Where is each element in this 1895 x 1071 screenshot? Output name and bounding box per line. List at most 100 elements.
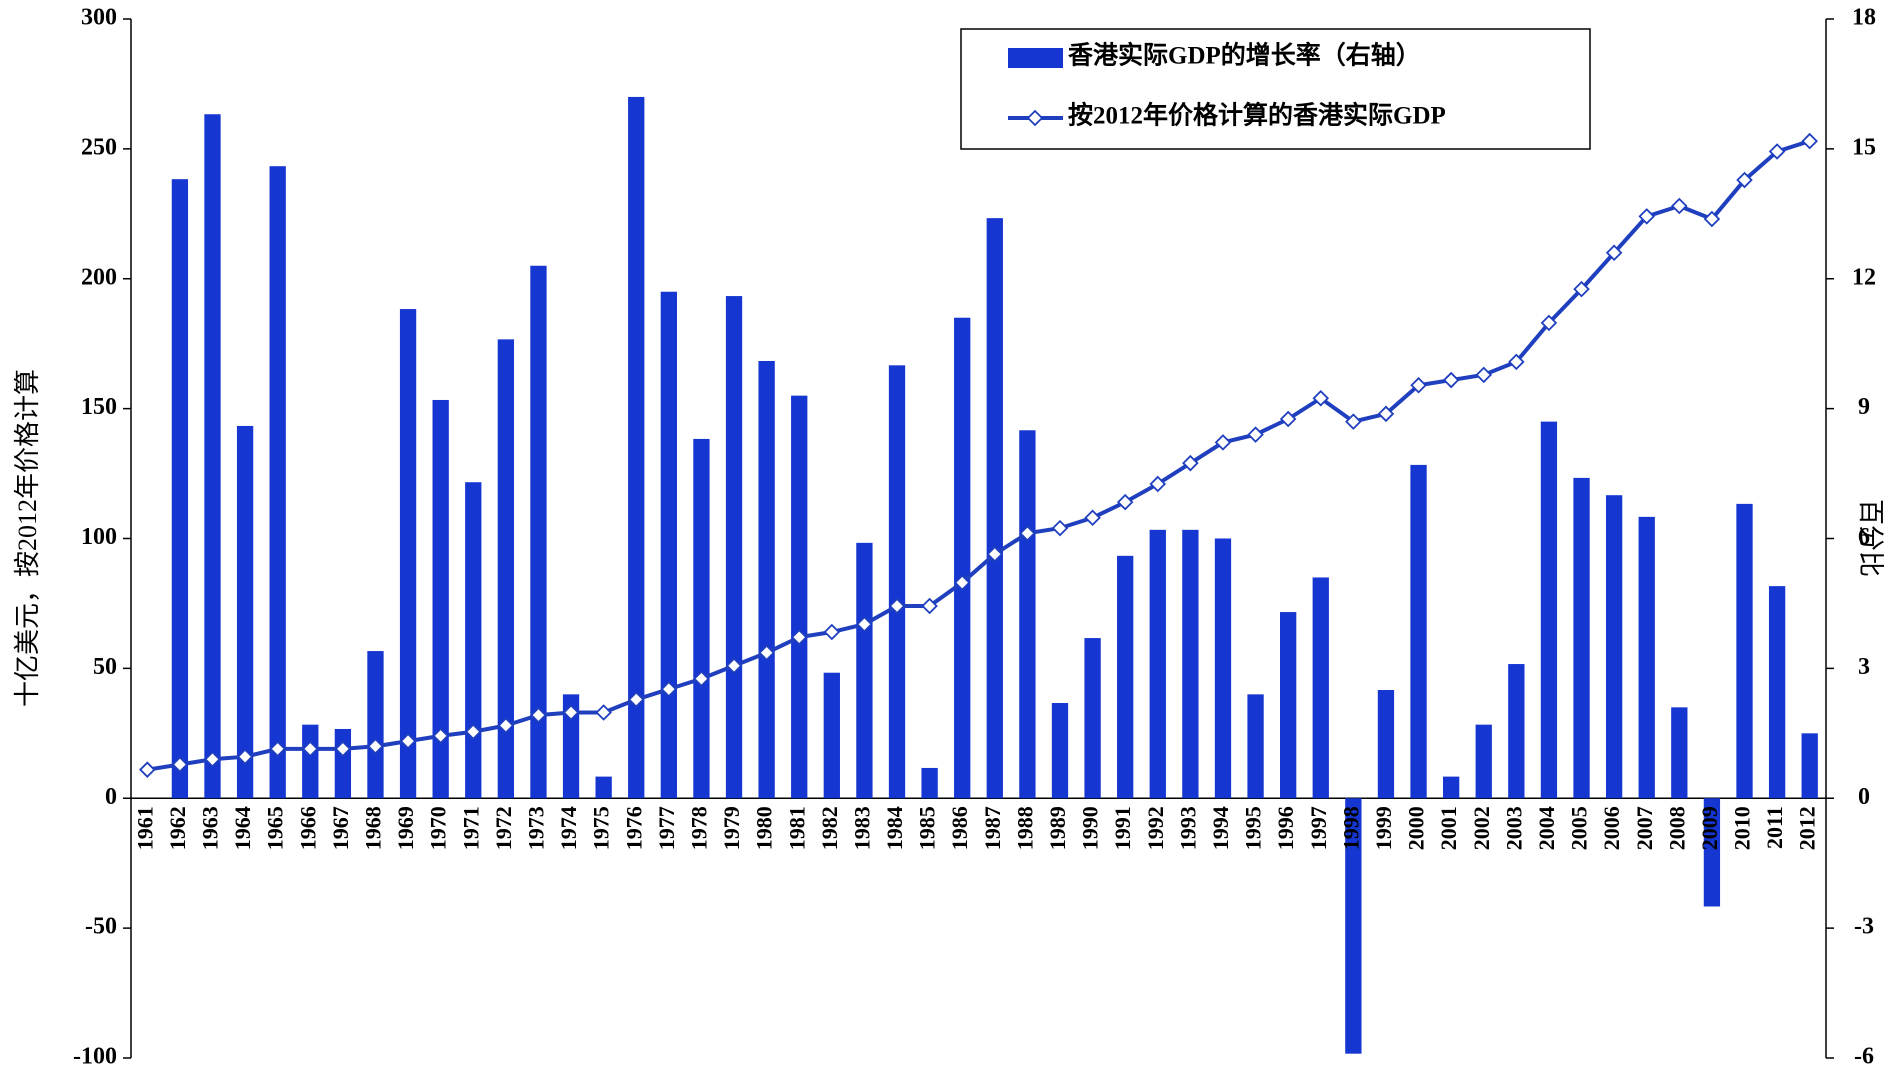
x-tick-label: 1993 [1175, 806, 1200, 850]
x-tick-label: 1990 [1078, 806, 1103, 850]
x-tick-label: 1963 [198, 806, 223, 850]
bar [888, 365, 906, 799]
y2-tick-label: 0 [1858, 784, 1870, 810]
x-tick-label: 1971 [458, 806, 483, 850]
x-tick-label: 1978 [686, 806, 711, 850]
bar [1475, 724, 1492, 799]
bar [986, 218, 1003, 799]
y2-axis-label: 百分比 [1856, 499, 1885, 577]
x-tick-label: 1982 [817, 806, 842, 850]
bar [1442, 776, 1460, 799]
point [1345, 413, 1362, 430]
bar [1703, 798, 1721, 907]
x-tick-label: 1992 [1143, 806, 1168, 850]
point [856, 615, 873, 633]
point [1051, 519, 1069, 537]
bar [171, 179, 189, 799]
y-tick-label: 250 [81, 134, 117, 160]
x-tick-label: 1966 [295, 806, 320, 850]
y-tick-label: -100 [73, 1044, 117, 1070]
bar [1508, 664, 1525, 799]
x-tick-label: 1977 [654, 806, 679, 850]
y-tick-label: 0 [105, 784, 117, 810]
point [1116, 493, 1134, 511]
x-tick-label: 1972 [491, 806, 516, 850]
point [1703, 210, 1721, 228]
x-tick-label: 1969 [393, 806, 418, 850]
point [171, 756, 189, 773]
bar [1671, 707, 1688, 799]
x-tick-label: 2011 [1762, 806, 1787, 849]
bar [269, 166, 286, 799]
x-tick-label: 1991 [1110, 806, 1135, 850]
legend-swatch [1008, 48, 1063, 68]
point [953, 574, 971, 591]
point [1377, 405, 1395, 423]
x-tick-label: 1987 [980, 806, 1005, 850]
x-tick-label: 2006 [1599, 806, 1624, 850]
bar [660, 291, 677, 799]
bar [530, 265, 547, 799]
point [269, 740, 286, 758]
y-tick-label: 50 [93, 654, 117, 680]
point [888, 597, 906, 615]
point [986, 545, 1004, 563]
x-tick-label: 2001 [1436, 806, 1461, 850]
y2-tick-label: -6 [1854, 1044, 1874, 1070]
y2-tick-label: 12 [1852, 264, 1876, 290]
point [1573, 280, 1590, 298]
x-tick-label: 1968 [361, 806, 386, 850]
x-tick-label: 1986 [947, 806, 972, 850]
bar [432, 399, 449, 799]
bar [1247, 694, 1264, 799]
x-tick-label: 1973 [523, 806, 548, 850]
bar [1051, 703, 1069, 799]
bar [1117, 555, 1134, 799]
bar [367, 651, 384, 799]
point [497, 717, 515, 734]
x-tick-label: 1965 [263, 806, 288, 850]
bar [921, 767, 938, 799]
line [146, 139, 1811, 772]
bar [791, 395, 808, 799]
y-tick-label: 200 [81, 264, 117, 290]
y-axis-label: 十亿美元，按2012年价格计算 [13, 369, 42, 707]
bar [1084, 638, 1101, 799]
bar [236, 425, 254, 799]
x-tick-label: 1961 [132, 806, 157, 850]
x-tick-label: 1989 [1045, 806, 1070, 850]
x-tick-label: 1988 [1012, 806, 1037, 850]
x-tick-label: 1995 [1241, 806, 1266, 850]
point [302, 740, 319, 758]
x-tick-label: 1994 [1208, 806, 1233, 850]
x-tick-label: 1967 [328, 806, 353, 850]
point [1638, 208, 1655, 225]
point [334, 740, 352, 758]
point [399, 732, 417, 750]
bar [562, 694, 580, 799]
x-tick-label: 1976 [621, 806, 646, 850]
bar [693, 438, 710, 799]
x-tick-label: 1970 [426, 806, 451, 850]
bar [399, 309, 417, 799]
point [432, 727, 449, 745]
point [823, 623, 841, 641]
point [1475, 366, 1493, 384]
point [1214, 434, 1232, 451]
bar [1214, 538, 1232, 799]
legend-box [960, 28, 1591, 150]
point [1247, 426, 1264, 443]
x-tick-label: 1999 [1371, 806, 1396, 850]
x-tick-label: 1962 [165, 806, 190, 850]
bar [954, 317, 971, 799]
y-tick-label: 150 [81, 394, 117, 420]
point [725, 657, 743, 675]
point [1182, 454, 1199, 472]
point [758, 644, 775, 662]
bar [1540, 421, 1558, 799]
x-tick-label: 2002 [1469, 806, 1494, 850]
point [236, 748, 254, 765]
point [1149, 475, 1167, 493]
legend-label: 按2012年价格计算的香港实际GDP [1068, 101, 1446, 130]
